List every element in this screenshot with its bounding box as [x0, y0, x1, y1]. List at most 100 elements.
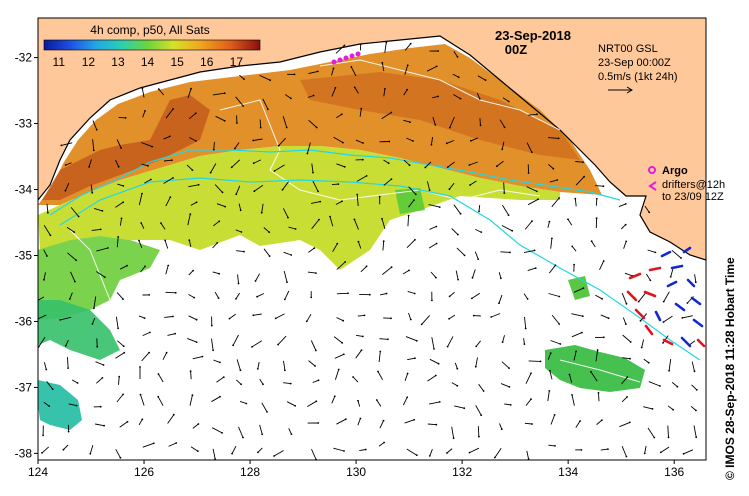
current-arrow	[188, 270, 194, 276]
current-arrow	[527, 267, 536, 272]
current-arrow	[164, 240, 169, 249]
current-arrow	[163, 135, 170, 140]
colorbar-tick-label: 15	[170, 55, 184, 69]
current-arrow	[88, 159, 92, 168]
y-tick-label: -33	[15, 117, 33, 131]
side-credit: © IMOS 28-Sep-2018 11:28 Hobart Time	[714, 10, 744, 490]
current-arrow-head	[103, 424, 105, 427]
current-arrow	[383, 178, 392, 186]
current-arrow	[311, 163, 314, 173]
current-arrow-head	[312, 94, 315, 97]
current-arrow	[357, 241, 362, 249]
date-title: 23-Sep-2018	[495, 28, 571, 43]
current-arrow	[569, 374, 573, 383]
drifter-legend-line2: to 23/09 12Z	[662, 191, 724, 203]
current-arrow	[118, 376, 120, 385]
current-arrow	[283, 382, 291, 385]
current-arrow	[167, 414, 175, 424]
current-arrow	[525, 373, 532, 384]
colorbar-tick-label: 16	[200, 55, 214, 69]
current-arrow	[476, 92, 481, 99]
current-arrow	[377, 371, 383, 381]
current-arrow-head	[435, 423, 438, 426]
current-arrow-head	[201, 355, 204, 358]
current-arrow	[548, 164, 554, 170]
current-arrow	[523, 338, 525, 345]
current-arrow-head	[509, 251, 511, 254]
current-arrow-head	[559, 343, 562, 345]
current-arrow	[237, 274, 239, 284]
current-arrow-head	[286, 281, 288, 283]
current-arrow	[67, 252, 77, 261]
x-tick-label: 124	[28, 465, 48, 479]
current-arrow-head	[106, 247, 109, 249]
current-arrow-head	[484, 79, 487, 81]
current-arrow	[501, 225, 513, 232]
current-arrow	[408, 312, 412, 320]
current-arrow	[167, 333, 176, 336]
current-arrow-head	[408, 164, 411, 167]
drifter-tracks	[626, 246, 706, 348]
current-arrow-head	[378, 195, 381, 198]
current-arrow	[670, 269, 674, 278]
current-arrow-head	[406, 88, 409, 91]
current-arrow-head	[478, 97, 481, 100]
drifter-segment	[648, 266, 662, 272]
current-arrow	[190, 446, 199, 452]
current-arrow-head	[260, 211, 263, 214]
current-arrow	[142, 331, 151, 337]
current-arrow-head	[91, 191, 94, 194]
current-arrow-head	[165, 351, 168, 354]
current-arrow	[407, 290, 415, 294]
current-arrow	[477, 426, 480, 437]
current-arrow	[68, 403, 77, 407]
x-tick-label: 134	[558, 465, 578, 479]
current-arrow	[408, 199, 415, 208]
current-arrow-head	[508, 367, 510, 369]
current-arrow-head	[102, 364, 105, 366]
current-arrow-head	[602, 336, 605, 339]
current-arrow	[282, 181, 289, 191]
current-arrow-head	[257, 451, 259, 454]
current-arrow	[500, 383, 510, 388]
current-arrow	[286, 401, 296, 407]
current-arrow-head	[49, 234, 52, 237]
current-arrow	[575, 420, 581, 428]
current-arrow-head	[474, 365, 477, 368]
current-arrow	[192, 423, 199, 429]
current-arrow-head	[480, 231, 483, 234]
current-arrow-head	[188, 239, 191, 242]
current-arrow-head	[659, 385, 661, 387]
current-arrow-head	[218, 272, 221, 275]
current-arrow-head	[568, 373, 571, 376]
current-arrow	[115, 159, 120, 167]
current-arrow	[307, 271, 316, 274]
current-arrow-head	[36, 319, 38, 321]
current-arrow-head	[523, 343, 526, 345]
current-arrow-head	[170, 159, 173, 162]
current-arrow-head	[157, 395, 160, 398]
current-arrow	[138, 193, 143, 206]
drifter-legend-line1: drifters@12h	[662, 179, 725, 191]
current-arrow-head	[530, 372, 532, 375]
current-arrow	[277, 335, 287, 345]
current-arrow	[216, 203, 226, 208]
current-arrow-head	[672, 408, 674, 411]
current-arrow-head	[169, 196, 172, 199]
current-arrow-head	[261, 433, 264, 436]
current-arrow	[165, 265, 169, 275]
current-arrow	[216, 376, 225, 383]
current-arrow-head	[277, 144, 280, 147]
current-arrow	[141, 88, 145, 98]
current-arrow-head	[582, 287, 585, 290]
current-arrow	[475, 340, 481, 347]
current-arrow	[188, 184, 199, 188]
current-arrow-head	[139, 393, 142, 396]
current-arrow-head	[138, 239, 140, 242]
sst-hot-patch-east	[300, 72, 580, 160]
current-arrow-head	[312, 171, 314, 174]
current-arrow-head	[315, 126, 318, 129]
current-arrow	[89, 444, 94, 454]
current-arrow	[94, 207, 103, 212]
current-arrow-head	[553, 414, 556, 416]
